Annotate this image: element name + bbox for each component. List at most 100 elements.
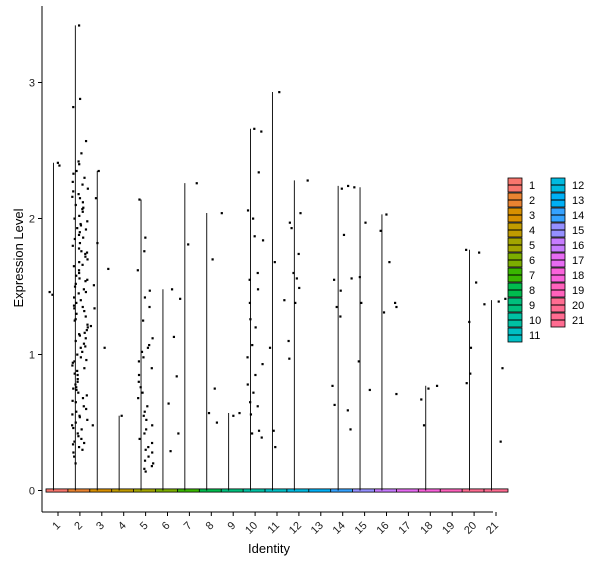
x-tick-label-2: 2 (72, 520, 85, 533)
point-10-4 (252, 217, 255, 220)
point-2-65 (74, 282, 77, 285)
point-2-68 (75, 301, 78, 305)
point-5-4 (148, 289, 151, 292)
violin-5 (133, 488, 159, 493)
legend-label-1: 1 (529, 180, 535, 192)
point-2-80 (74, 383, 77, 386)
legend-label-19: 19 (572, 285, 584, 297)
point-2-29 (86, 326, 89, 329)
point-2-46 (83, 441, 86, 445)
point-2-54 (81, 201, 84, 204)
point-2-1 (79, 97, 82, 101)
point-6-0 (170, 288, 174, 291)
point-2-61 (84, 255, 87, 258)
point-2-79 (76, 377, 79, 381)
point-16-3 (394, 301, 397, 305)
point-2-70 (84, 315, 87, 318)
violin-10 (242, 488, 268, 493)
point-2-48 (73, 455, 76, 458)
x-tick-label-11: 11 (266, 520, 283, 537)
point-2-118 (75, 388, 78, 392)
point-2-75 (81, 350, 84, 353)
point-2-74 (82, 342, 86, 345)
point-5-36 (143, 467, 146, 470)
point-10-6 (261, 239, 265, 242)
point-5-28 (150, 441, 154, 445)
point-21-0 (504, 297, 507, 300)
violins-layer (45, 25, 509, 493)
point-20-5 (469, 346, 473, 349)
y-tick-label-0: 0 (29, 486, 35, 498)
point-11-1 (273, 261, 276, 264)
legend-label-2: 2 (529, 195, 535, 207)
point-5-7 (142, 319, 145, 322)
violin-15 (352, 488, 378, 493)
point-2-73 (84, 337, 87, 340)
point-20-4 (468, 320, 471, 324)
point-10-11 (249, 318, 252, 321)
point-16-4 (395, 305, 398, 309)
point-2-36 (76, 373, 79, 377)
x-tick-label-12: 12 (287, 520, 304, 537)
point-2-117 (71, 361, 74, 364)
point-20-3 (483, 303, 486, 306)
point-18-2 (420, 398, 423, 401)
point-5-0 (138, 198, 141, 201)
point-2-22 (86, 278, 89, 281)
point-5-29 (147, 445, 150, 449)
point-11-3 (268, 346, 272, 349)
point-3-0 (97, 169, 100, 173)
point-10-21 (249, 413, 253, 416)
point-7-0 (195, 182, 198, 185)
point-2-11 (74, 203, 77, 207)
points-layer (48, 24, 507, 473)
point-2-31 (74, 339, 77, 343)
violin-19 (439, 488, 465, 493)
point-2-57 (76, 227, 79, 230)
y-axis-label: Expression Level (11, 208, 26, 307)
point-2-21 (78, 271, 81, 275)
x-tick-label-20: 20 (462, 520, 479, 537)
x-tick-label-5: 5 (138, 520, 151, 533)
point-2-87 (76, 432, 79, 435)
point-3-1 (94, 197, 98, 200)
point-3-5 (93, 307, 96, 310)
point-1-0 (56, 161, 59, 164)
legend-label-20: 20 (572, 300, 584, 312)
point-14-9 (333, 403, 336, 407)
point-2-100 (71, 413, 74, 416)
violin-8 (198, 488, 224, 493)
point-2-93 (84, 228, 88, 231)
point-2-45 (77, 435, 80, 438)
legend-label-9: 9 (529, 300, 535, 312)
point-2-19 (86, 258, 89, 261)
point-5-34 (152, 462, 155, 465)
point-5-32 (147, 455, 150, 458)
legend-label-5: 5 (529, 240, 535, 252)
point-12-3 (290, 227, 293, 230)
y-tick-label-3: 3 (29, 78, 35, 90)
x-tick-label-10: 10 (243, 520, 260, 537)
point-5-14 (150, 367, 153, 370)
point-14-7 (339, 315, 342, 318)
point-20-6 (469, 372, 472, 375)
point-3-8 (91, 424, 94, 427)
point-2-111 (71, 195, 74, 198)
point-10-24 (260, 436, 263, 439)
point-2-15 (78, 231, 81, 234)
legend-label-7: 7 (529, 270, 535, 282)
point-2-37 (76, 380, 79, 383)
point-2-58 (77, 233, 81, 237)
point-16-5 (382, 311, 386, 314)
point-16-6 (395, 392, 398, 396)
point-10-1 (260, 130, 263, 133)
point-10-8 (248, 278, 251, 281)
point-2-98 (85, 358, 88, 362)
legend-label-15: 15 (572, 225, 584, 237)
point-2-55 (81, 207, 84, 211)
point-12-5 (292, 271, 295, 275)
point-5-5 (143, 296, 147, 299)
point-20-2 (475, 281, 478, 284)
